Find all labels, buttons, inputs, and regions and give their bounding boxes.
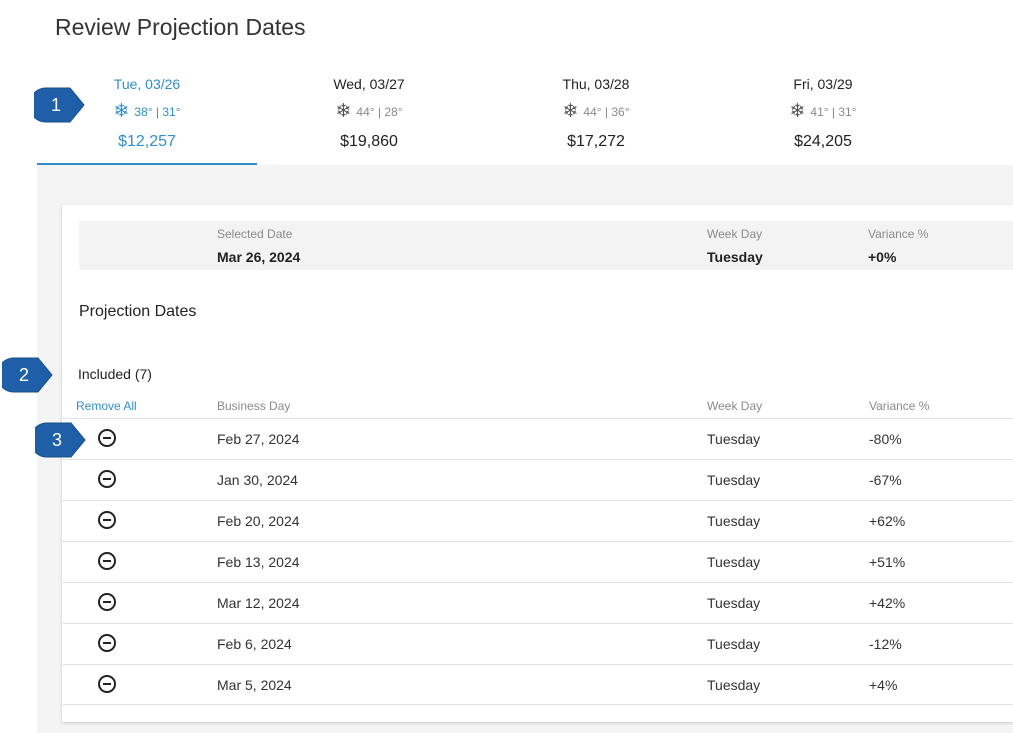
variance-cell: -80% (869, 431, 902, 447)
remove-all-link[interactable]: Remove All (76, 399, 137, 413)
tab-date-label: Wed, 03/27 (333, 76, 405, 92)
table-row: Feb 13, 2024 Tuesday +51% (62, 541, 1013, 582)
snowflake-icon: ❄ (789, 101, 806, 122)
business-day-cell: Mar 5, 2024 (217, 677, 292, 693)
variance-cell: +42% (869, 595, 906, 611)
callout-shape (35, 422, 86, 458)
week-day-label: Week Day (707, 227, 763, 241)
remove-circle-icon[interactable] (98, 593, 116, 611)
week-day-cell: Tuesday (707, 554, 761, 570)
tab-date-1[interactable]: Wed, 03/27 ❄ 44° | 28° $19,860 (259, 70, 479, 165)
tab-amount: $24,205 (794, 133, 852, 150)
remove-circle-icon[interactable] (98, 634, 116, 652)
remove-circle-icon[interactable] (98, 511, 116, 529)
tab-date-2[interactable]: Thu, 03/28 ❄ 44° | 36° $17,272 (486, 70, 706, 165)
tab-date-label: Fri, 03/29 (793, 76, 853, 92)
tab-weather: ❄ 44° | 36° (486, 102, 706, 121)
callout-number: 2 (18, 365, 29, 385)
tab-weather: ❄ 41° | 31° (713, 102, 933, 121)
variance-label: Variance % (868, 227, 929, 241)
page-title: Review Projection Dates (55, 14, 306, 40)
variance-value: +0% (868, 249, 897, 265)
column-header-variance: Variance % (869, 399, 930, 413)
tab-amount: $12,257 (118, 133, 176, 150)
table-row: Jan 30, 2024 Tuesday -67% (62, 459, 1013, 500)
remove-circle-icon[interactable] (98, 470, 116, 488)
business-day-cell: Jan 30, 2024 (217, 472, 298, 488)
week-day-cell: Tuesday (707, 677, 761, 693)
business-day-cell: Feb 13, 2024 (217, 554, 300, 570)
table-row: Feb 20, 2024 Tuesday +62% (62, 500, 1013, 541)
variance-cell: -67% (869, 472, 902, 488)
callout-number: 1 (50, 95, 61, 115)
column-header-week-day: Week Day (707, 399, 763, 413)
variance-cell: -12% (869, 636, 902, 652)
table-row: Feb 6, 2024 Tuesday -12% (62, 623, 1013, 664)
tab-date-0[interactable]: Tue, 03/26 ❄ 38° | 31° $12,257 (37, 70, 257, 165)
tab-amount: $17,272 (567, 133, 625, 150)
tab-weather: ❄ 44° | 28° (259, 102, 479, 121)
table-row: Mar 5, 2024 Tuesday +4% (62, 664, 1013, 705)
tab-temps: 41° | 31° (810, 104, 857, 119)
tab-date-label: Tue, 03/26 (113, 76, 181, 92)
selected-date-label: Selected Date (217, 227, 293, 241)
snowflake-icon: ❄ (335, 101, 352, 122)
table-row: Mar 12, 2024 Tuesday +42% (62, 582, 1013, 623)
selected-date-value: Mar 26, 2024 (217, 249, 301, 265)
date-tabs: Tue, 03/26 ❄ 38° | 31° $12,257 Wed, 03/2… (37, 70, 1013, 165)
callout-shape (2, 357, 53, 393)
tab-date-3[interactable]: Fri, 03/29 ❄ 41° | 31° $24,205 (713, 70, 933, 165)
week-day-cell: Tuesday (707, 472, 761, 488)
tab-amount: $19,860 (340, 133, 398, 150)
remove-circle-icon[interactable] (98, 429, 116, 447)
tab-weather: ❄ 38° | 31° (37, 102, 257, 121)
tab-temps: 44° | 36° (583, 104, 630, 119)
week-day-cell: Tuesday (707, 431, 761, 447)
projection-dates-table: Feb 27, 2024 Tuesday -80% Jan 30, 2024 T… (62, 418, 1013, 705)
callout-shape (34, 87, 85, 123)
tab-date-label: Thu, 03/28 (562, 76, 630, 92)
projection-card: Selected Date Mar 26, 2024 Week Day Tues… (62, 205, 1013, 722)
included-count-label: Included (7) (78, 366, 152, 382)
snowflake-icon: ❄ (562, 101, 579, 122)
variance-cell: +51% (869, 554, 906, 570)
tab-temps: 44° | 28° (356, 104, 403, 119)
callout-number: 3 (51, 430, 62, 450)
remove-circle-icon[interactable] (98, 675, 116, 693)
selected-date-summary: Selected Date Mar 26, 2024 Week Day Tues… (79, 221, 1013, 270)
week-day-cell: Tuesday (707, 636, 761, 652)
variance-cell: +62% (869, 513, 906, 529)
variance-cell: +4% (869, 677, 898, 693)
tab-temps: 38° | 31° (134, 104, 181, 119)
week-day-cell: Tuesday (707, 595, 761, 611)
business-day-cell: Feb 6, 2024 (217, 636, 292, 652)
business-day-cell: Mar 12, 2024 (217, 595, 300, 611)
business-day-cell: Feb 27, 2024 (217, 431, 300, 447)
week-day-cell: Tuesday (707, 513, 761, 529)
callout-marker-2: 2 (2, 356, 54, 394)
business-day-cell: Feb 20, 2024 (217, 513, 300, 529)
week-day-value: Tuesday (707, 249, 763, 265)
callout-marker-3: 3 (35, 421, 87, 459)
snowflake-icon: ❄ (113, 101, 130, 122)
column-header-business-day: Business Day (217, 399, 291, 413)
remove-circle-icon[interactable] (98, 552, 116, 570)
projection-dates-title: Projection Dates (79, 303, 197, 320)
callout-marker-1: 1 (34, 86, 86, 124)
table-row: Feb 27, 2024 Tuesday -80% (62, 418, 1013, 459)
